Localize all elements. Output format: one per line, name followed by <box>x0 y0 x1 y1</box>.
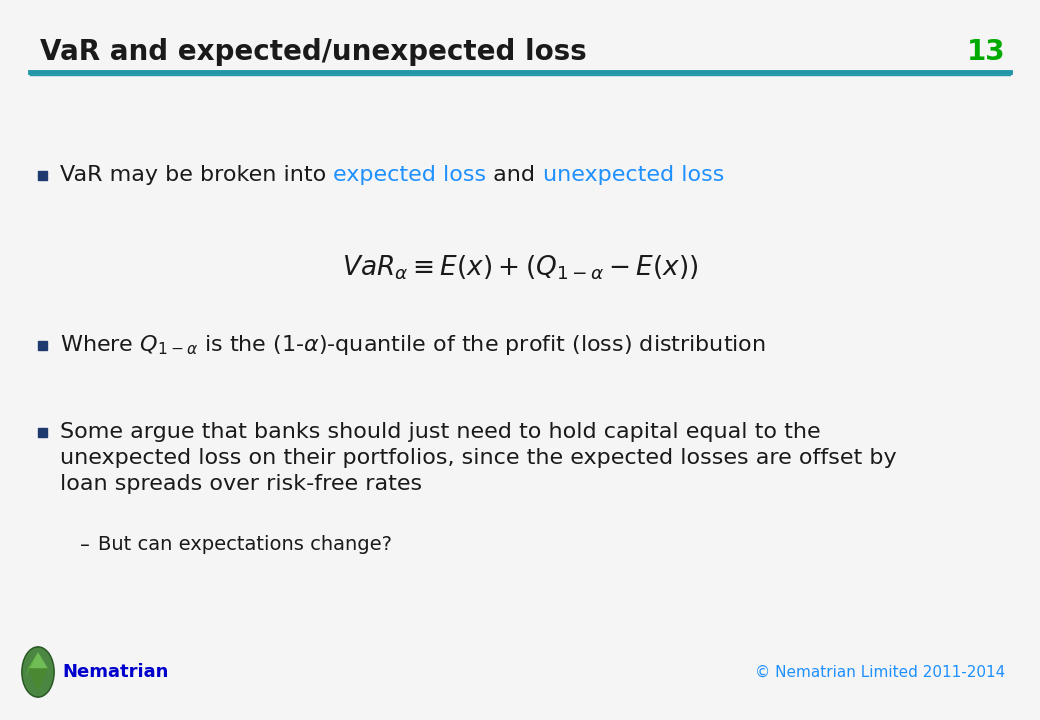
Bar <box>37 341 47 349</box>
Bar <box>37 171 47 179</box>
Polygon shape <box>28 668 48 692</box>
Text: $VaR_{\alpha} \equiv E\left(x\right)+\left(Q_{1-\alpha} - E\left(x\right)\right): $VaR_{\alpha} \equiv E\left(x\right)+\le… <box>342 253 698 282</box>
Polygon shape <box>28 652 48 668</box>
Text: –: – <box>80 536 89 554</box>
Ellipse shape <box>22 647 54 697</box>
Bar <box>37 428 47 436</box>
Text: © Nematrian Limited 2011-2014: © Nematrian Limited 2011-2014 <box>755 665 1005 680</box>
Text: VaR and expected/unexpected loss: VaR and expected/unexpected loss <box>40 38 587 66</box>
Text: Nematrian: Nematrian <box>62 663 168 681</box>
Text: unexpected loss on their portfolios, since the expected losses are offset by: unexpected loss on their portfolios, sin… <box>60 448 896 468</box>
Text: unexpected loss: unexpected loss <box>543 165 724 185</box>
Polygon shape <box>25 652 38 678</box>
Text: and: and <box>487 165 543 185</box>
Text: But can expectations change?: But can expectations change? <box>98 536 392 554</box>
Text: Some argue that banks should just need to hold capital equal to the: Some argue that banks should just need t… <box>60 422 821 442</box>
Text: Where $Q_{1-\alpha}$ is the $(1$-$\alpha)$-quantile of the profit (loss) distrib: Where $Q_{1-\alpha}$ is the $(1$-$\alpha… <box>60 333 765 357</box>
Text: VaR may be broken into: VaR may be broken into <box>60 165 334 185</box>
Text: expected loss: expected loss <box>334 165 487 185</box>
Text: loan spreads over risk-free rates: loan spreads over risk-free rates <box>60 474 422 494</box>
Text: 13: 13 <box>966 38 1005 66</box>
